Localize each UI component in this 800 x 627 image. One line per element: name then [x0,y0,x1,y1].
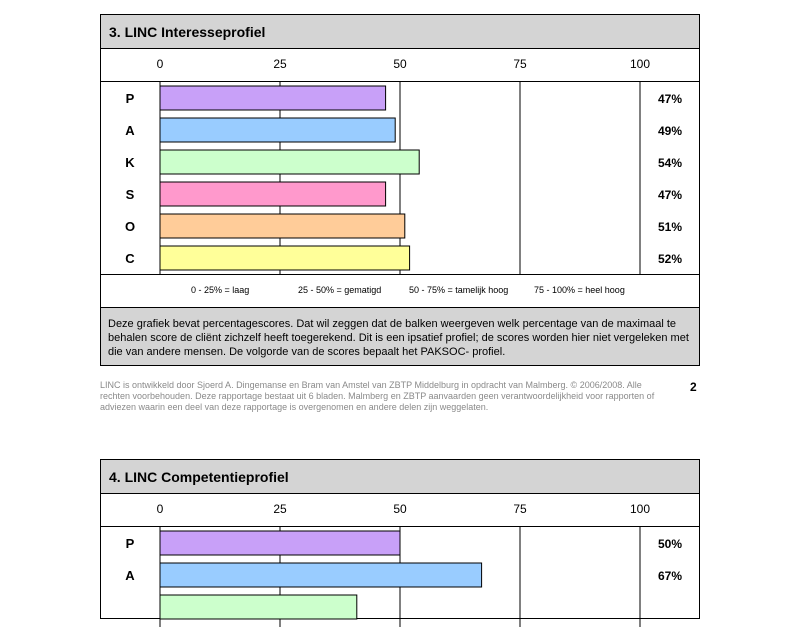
x-axis-row: 0 25 50 75 100 [101,49,699,82]
x-axis-row: 0 25 50 75 100 [101,494,699,527]
category-label: P [126,536,135,551]
category-label: A [125,123,135,138]
category-label: P [126,91,135,106]
section-header: 4. LINC Competentieprofiel [101,460,699,494]
category-label: A [125,568,135,583]
data-label: 47% [658,188,682,202]
category-label: K [125,155,135,170]
bar [159,117,396,143]
bar-chart: P 47% A 49% K 54% S 47% O 51% C 52% [125,82,682,274]
competence-profile-panel: 4. LINC Competentieprofiel 0 25 50 75 100 P 5… [100,459,700,627]
x-tick-label: 50 [393,502,407,516]
bar [159,181,387,207]
bar [159,149,420,175]
data-label: 54% [658,156,682,170]
bar [159,562,483,588]
x-tick-label: 25 [273,502,287,516]
data-label: 50% [658,537,682,551]
section-header: 3. LINC Interesseprofiel [101,15,699,49]
bar [159,594,358,620]
bar [159,245,411,271]
bar-chart-plot: P 47% A 49% K 54% S 47% O 51% C 52% [101,82,699,275]
data-label: 51% [658,220,682,234]
x-tick-label: 100 [629,502,651,516]
bar-chart-plot: P 50% A 67% [101,527,699,627]
legend-item: 0 - 25% = laag [191,285,250,295]
page-number: 2 [690,380,697,394]
x-tick-label: 25 [273,57,287,71]
bar [159,530,401,556]
legend-item: 50 - 75% = tamelijk hoog [409,285,509,295]
x-tick-label: 50 [393,57,407,71]
x-tick-label: 100 [629,57,651,71]
chart-description: Deze grafiek bevat percentagescores. Dat… [101,308,699,365]
bar [159,213,406,239]
bar [159,85,387,111]
legend-item: 75 - 100% = heel hoog [534,285,625,295]
category-label: S [126,187,135,202]
footer-text: LINC is ontwikkeld door Sjoerd A. Dingem… [100,380,655,412]
bar-chart: P 50% A 67% [125,527,682,627]
x-tick-label: 75 [513,57,527,71]
section-title: 3. LINC Interesseprofiel [109,24,266,40]
x-tick-label: 0 [156,57,164,71]
legend-row: 0 - 25% = laag 25 - 50% = gematigd 50 - … [101,275,699,308]
legend-item: 25 - 50% = gematigd [298,285,382,295]
x-tick-label: 0 [156,502,164,516]
interest-profile-panel: 3. LINC Interesseprofiel 0 25 50 75 100 P 47%… [100,14,700,366]
data-label: 67% [658,569,682,583]
category-label: O [125,219,135,234]
section-title: 4. LINC Competentieprofiel [109,469,289,485]
data-label: 49% [658,124,682,138]
data-label: 47% [658,92,682,106]
x-tick-label: 75 [513,502,527,516]
category-label: C [125,251,135,266]
data-label: 52% [658,252,682,266]
